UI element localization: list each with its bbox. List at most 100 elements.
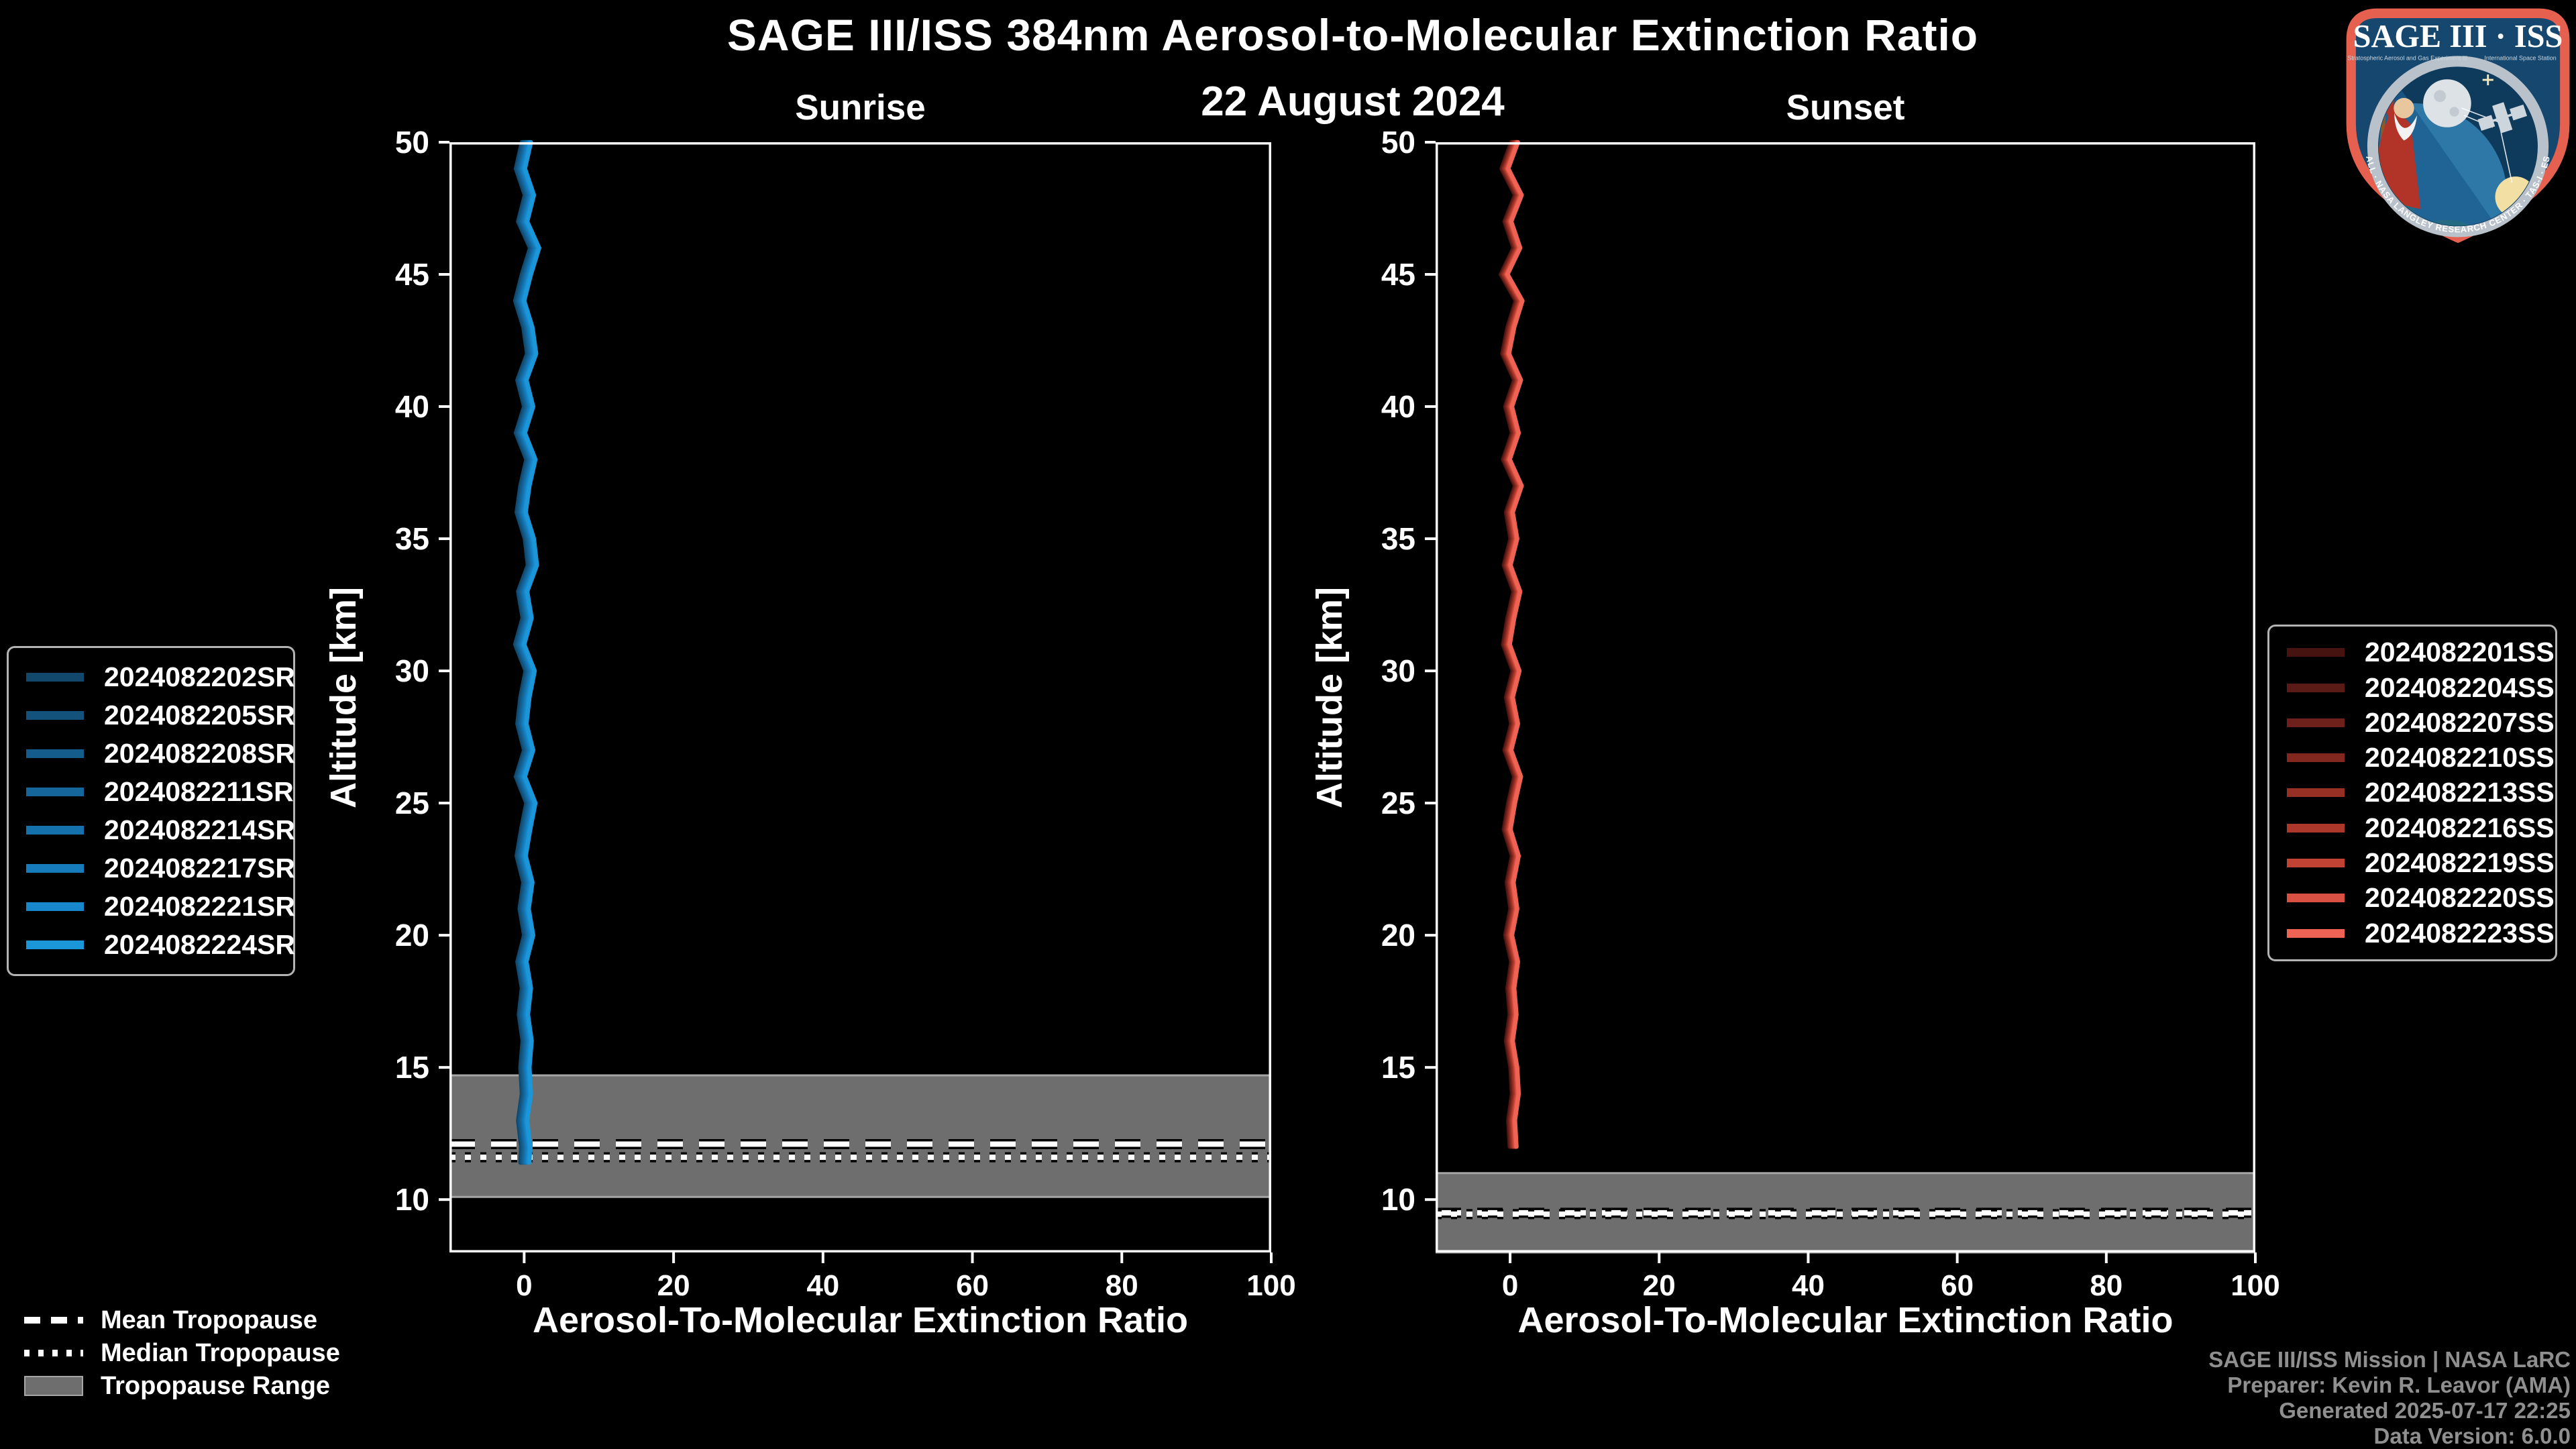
- sunset-panel: Sunset 0 20 40 60 80 100 10 15 20 25 30 35 40 45 50 Ae…: [1309, 88, 2280, 1340]
- sunrise-xaxis-label: Aerosol-To-Molecular Extinction Ratio: [532, 1300, 1189, 1340]
- figure-date-subtitle: 22 August 2024: [1201, 78, 1505, 125]
- legend-line-swatch: [26, 749, 84, 758]
- tropopause-range-band: [449, 1075, 1271, 1197]
- legend-item-2024082205SR: 2024082205SR: [26, 700, 295, 731]
- legend-line-swatch: [2287, 823, 2345, 833]
- legend-label: 2024082210SS: [2365, 742, 2555, 773]
- plot-border: [1436, 142, 2255, 1252]
- sunset-plot: 0 20 40 60 80 100 10 15 20 25 30 35 40 45 50: [1381, 125, 2280, 1302]
- x-tick-label: 80: [1106, 1269, 1138, 1302]
- attribution-preparer: Preparer: Kevin R. Leavor (AMA): [2227, 1373, 2571, 1397]
- band-swatch-icon: [24, 1376, 83, 1396]
- x-tick-label: 40: [806, 1269, 839, 1302]
- legend-label: 2024082224SR: [104, 929, 295, 960]
- legend-label: 2024082208SR: [104, 738, 295, 769]
- y-tick-label: 25: [1381, 786, 1415, 820]
- x-tick-label: 100: [2231, 1269, 2279, 1302]
- sunset-panel-title: Sunset: [1786, 88, 1905, 127]
- legend-line-swatch: [26, 788, 84, 796]
- legend-item-2024082202SR: 2024082202SR: [26, 661, 295, 693]
- dashed-line-swatch-icon: [24, 1317, 83, 1324]
- legend-line-swatch: [26, 941, 84, 949]
- y-tick-label: 40: [1381, 389, 1415, 424]
- sunrise-yaxis-label: Altitude [km]: [315, 142, 372, 1252]
- y-tick-label: 50: [1381, 125, 1415, 160]
- x-tick-label: 0: [516, 1269, 532, 1302]
- legend-item-2024082208SR: 2024082208SR: [26, 738, 295, 769]
- legend-label: 2024082211SR: [104, 776, 294, 807]
- sunset-xaxis-label: Aerosol-To-Molecular Extinction Ratio: [1517, 1300, 2174, 1340]
- legend-line-swatch: [26, 826, 84, 835]
- figure-title: SAGE III/ISS 384nm Aerosol-to-Molecular …: [727, 10, 1979, 60]
- y-tick-label: 35: [1381, 521, 1415, 556]
- y-tick-label: 30: [395, 653, 429, 688]
- legend-label: 2024082219SS: [2365, 847, 2555, 879]
- sunset-event-legend: 2024082201SS 2024082204SS 2024082207SS 2024…: [2267, 625, 2557, 961]
- mean-tropopause-legend-item: Mean Tropopause: [24, 1305, 340, 1334]
- tropopause-range-label: Tropopause Range: [101, 1371, 331, 1400]
- patch-title: SAGE III · ISS: [2353, 19, 2563, 54]
- legend-line-swatch: [2287, 753, 2345, 763]
- patch-subtitle-left: Stratospheric Aerosol and Gas Experiment…: [2347, 55, 2467, 62]
- plot-border: [449, 142, 1271, 1252]
- y-tick-label: 10: [395, 1182, 429, 1217]
- legend-line-swatch: [26, 673, 84, 682]
- y-tick-label: 10: [1381, 1182, 1415, 1217]
- legend-line-swatch: [2287, 683, 2345, 692]
- legend-line-swatch: [2287, 894, 2345, 903]
- x-tick-label: 60: [1941, 1269, 1974, 1302]
- legend-label: 2024082220SS: [2365, 882, 2555, 914]
- tropopause-legend: Mean Tropopause Median Tropopause Tropop…: [24, 1305, 340, 1400]
- y-tick-label: 45: [395, 257, 429, 292]
- legend-label: 2024082214SR: [104, 814, 295, 845]
- legend-line-swatch: [2287, 648, 2345, 657]
- legend-item-2024082220SS: 2024082220SS: [2287, 882, 2555, 914]
- legend-item-2024082221SR: 2024082221SR: [26, 891, 295, 922]
- y-tick-label: 30: [1381, 653, 1415, 688]
- legend-item-2024082224SR: 2024082224SR: [26, 929, 295, 961]
- legend-item-2024082214SR: 2024082214SR: [26, 814, 295, 846]
- dotted-line-swatch-icon: [24, 1350, 83, 1356]
- legend-line-swatch: [2287, 859, 2345, 868]
- mean-tropopause-label: Mean Tropopause: [101, 1305, 318, 1334]
- legend-label: 2024082223SS: [2365, 917, 2555, 949]
- x-tick-label: 40: [1792, 1269, 1825, 1302]
- x-tick-label: 20: [1643, 1269, 1676, 1302]
- y-tick-label: 15: [1381, 1050, 1415, 1085]
- legend-item-2024082207SS: 2024082207SS: [2287, 707, 2555, 739]
- median-tropopause-label: Median Tropopause: [101, 1338, 340, 1367]
- legend-item-2024082219SS: 2024082219SS: [2287, 847, 2555, 879]
- attribution-generated: Generated 2025-07-17 22:25: [2279, 1398, 2571, 1423]
- tropopause-range-legend-item: Tropopause Range: [24, 1371, 340, 1400]
- sunrise-event-legend: 2024082202SR 2024082205SR 2024082208SR 2024…: [7, 646, 295, 976]
- legend-label: 2024082221SR: [104, 891, 295, 922]
- profile-line-2024082223SS: [1505, 140, 1525, 1149]
- moon-icon: [2423, 79, 2471, 127]
- median-tropopause-legend-item: Median Tropopause: [24, 1338, 340, 1367]
- legend-line-swatch: [26, 902, 84, 911]
- legend-label: 2024082205SR: [104, 700, 295, 731]
- attribution-data-version: Data Version: 6.0.0: [2373, 1424, 2571, 1448]
- x-tick-label: 0: [1502, 1269, 1518, 1302]
- legend-label: 2024082217SR: [104, 853, 295, 883]
- legend-label: 2024082216SS: [2365, 812, 2555, 843]
- legend-label: 2024082204SS: [2365, 672, 2555, 703]
- attribution-mission: SAGE III/ISS Mission | NASA LaRC: [2208, 1347, 2571, 1372]
- legend-item-2024082210SS: 2024082210SS: [2287, 742, 2555, 773]
- y-tick-label: 20: [395, 918, 429, 953]
- iss-icon: [2477, 102, 2528, 133]
- attribution-block: SAGE III/ISS Mission | NASA LaRC Prepare…: [2208, 1347, 2571, 1449]
- legend-line-swatch: [26, 864, 84, 873]
- mission-patch-logo: BALL · NASA LANGLEY RESEARCH CENTER · TA…: [2344, 7, 2570, 244]
- legend-line-swatch: [2287, 788, 2345, 798]
- y-tick-label: 45: [1381, 257, 1415, 292]
- sunset-yaxis-label-text: Altitude [km]: [1309, 586, 1350, 808]
- legend-line-swatch: [2287, 928, 2345, 938]
- y-tick-label: 35: [395, 521, 429, 556]
- sunrise-panel-title: Sunrise: [795, 88, 926, 127]
- legend-item-2024082216SS: 2024082216SS: [2287, 812, 2555, 844]
- legend-label: 2024082202SR: [104, 661, 295, 692]
- legend-label: 2024082201SS: [2365, 637, 2555, 668]
- y-tick-label: 40: [395, 389, 429, 424]
